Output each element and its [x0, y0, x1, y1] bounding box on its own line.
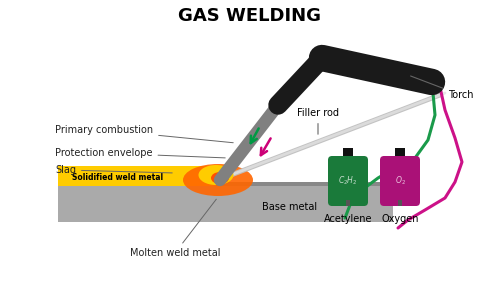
- FancyBboxPatch shape: [328, 156, 368, 206]
- Bar: [395, 148, 405, 160]
- Ellipse shape: [211, 172, 229, 184]
- Text: Protection envelope: Protection envelope: [55, 148, 225, 158]
- Text: Filler rod: Filler rod: [297, 108, 339, 134]
- Ellipse shape: [183, 164, 253, 196]
- Text: Primary combustion: Primary combustion: [55, 125, 233, 143]
- Bar: [346, 200, 350, 206]
- Text: Solidified weld metal: Solidified weld metal: [72, 172, 164, 182]
- Text: $O_2$: $O_2$: [394, 175, 406, 187]
- Text: Torch: Torch: [410, 76, 474, 100]
- Bar: [58, 184, 393, 222]
- Bar: [58, 166, 216, 186]
- Bar: [398, 200, 402, 206]
- FancyBboxPatch shape: [380, 156, 420, 206]
- Bar: [58, 182, 393, 186]
- Text: Slag: Slag: [55, 165, 172, 175]
- Text: $C_2H_2$: $C_2H_2$: [338, 175, 358, 187]
- Bar: [343, 148, 353, 160]
- Text: Oxygen: Oxygen: [382, 214, 419, 224]
- Text: Base metal: Base metal: [262, 202, 318, 212]
- Text: GAS WELDING: GAS WELDING: [178, 7, 322, 25]
- Text: Molten weld metal: Molten weld metal: [130, 199, 220, 258]
- Ellipse shape: [198, 165, 234, 185]
- Text: Acetylene: Acetylene: [324, 214, 372, 224]
